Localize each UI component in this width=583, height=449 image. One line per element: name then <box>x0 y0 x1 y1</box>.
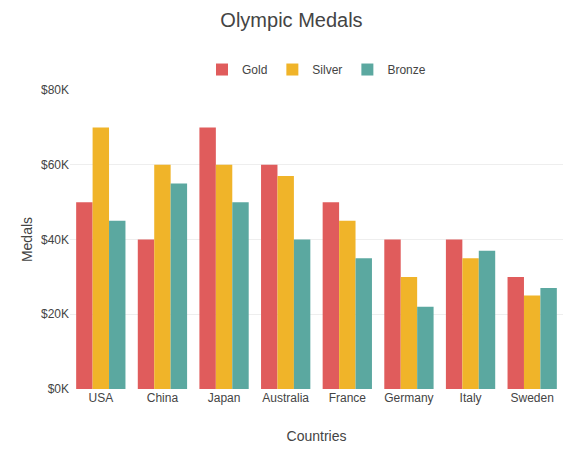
svg-text:Japan: Japan <box>208 391 241 405</box>
svg-text:Italy: Italy <box>460 391 482 405</box>
svg-text:$0K: $0K <box>48 382 69 396</box>
svg-text:$20K: $20K <box>41 307 69 321</box>
svg-text:Gold: Gold <box>242 63 267 77</box>
svg-text:Australia: Australia <box>262 391 309 405</box>
svg-text:Medals: Medals <box>19 217 35 262</box>
svg-text:Countries: Countries <box>287 428 347 444</box>
svg-text:$40K: $40K <box>41 233 69 247</box>
svg-text:Sweden: Sweden <box>511 391 554 405</box>
svg-text:Germany: Germany <box>384 391 433 405</box>
svg-text:$60K: $60K <box>41 158 69 172</box>
svg-text:Silver: Silver <box>312 63 342 77</box>
svg-text:China: China <box>147 391 179 405</box>
svg-text:$80K: $80K <box>41 83 69 97</box>
svg-text:France: France <box>329 391 367 405</box>
svg-text:Bronze: Bronze <box>387 63 425 77</box>
svg-text:USA: USA <box>88 391 113 405</box>
svg-text:Olympic Medals: Olympic Medals <box>220 9 362 31</box>
